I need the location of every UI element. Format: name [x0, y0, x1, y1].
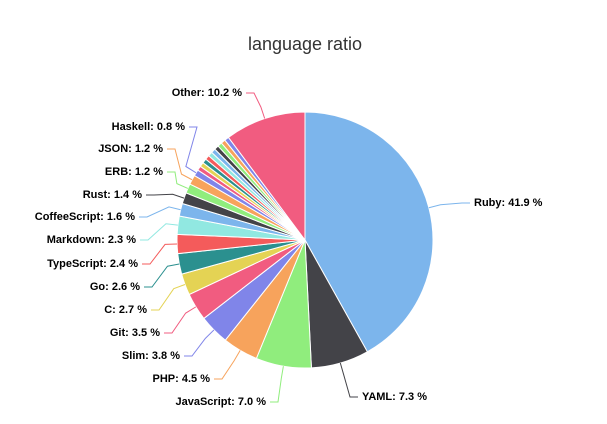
connector: [246, 92, 266, 119]
connector: [214, 350, 241, 380]
data-label: JSON: 1.2 %: [98, 143, 163, 155]
data-label: C: 2.7 %: [104, 304, 147, 316]
connector: [167, 148, 193, 181]
connector: [140, 223, 178, 241]
connector: [164, 306, 197, 334]
connector: [184, 329, 215, 357]
chart-title: language ratio: [248, 34, 362, 54]
pie-slice: [227, 111, 306, 242]
data-label: ERB: 1.2 %: [105, 166, 163, 178]
data-label: Other: 10.2 %: [172, 87, 243, 99]
data-label: TypeScript: 2.4 %: [47, 258, 138, 270]
data-label: Rust: 1.4 %: [83, 189, 143, 201]
data-label: YAML: 7.3 %: [362, 391, 427, 403]
connector: [142, 243, 178, 265]
connector: [167, 171, 189, 189]
data-label: Haskell: 0.8 %: [112, 121, 186, 133]
connector: [428, 202, 470, 209]
connector: [144, 263, 180, 288]
data-label: CoffeeScript: 1.6 %: [35, 211, 135, 223]
data-label: Markdown: 2.3 %: [47, 234, 136, 246]
connector: [185, 126, 198, 174]
data-label: Slim: 3.8 %: [122, 350, 180, 362]
data-label: Go: 2.6 %: [90, 281, 140, 293]
connector: [270, 366, 284, 403]
data-label: JavaScript: 7.0 %: [176, 396, 267, 408]
connector: [146, 193, 185, 199]
data-label: Ruby: 41.9 %: [474, 197, 543, 209]
data-label: Git: 3.5 %: [110, 327, 160, 339]
connector: [139, 206, 181, 218]
data-label: PHP: 4.5 %: [153, 373, 211, 385]
connector: [151, 284, 186, 311]
connector: [339, 362, 358, 398]
